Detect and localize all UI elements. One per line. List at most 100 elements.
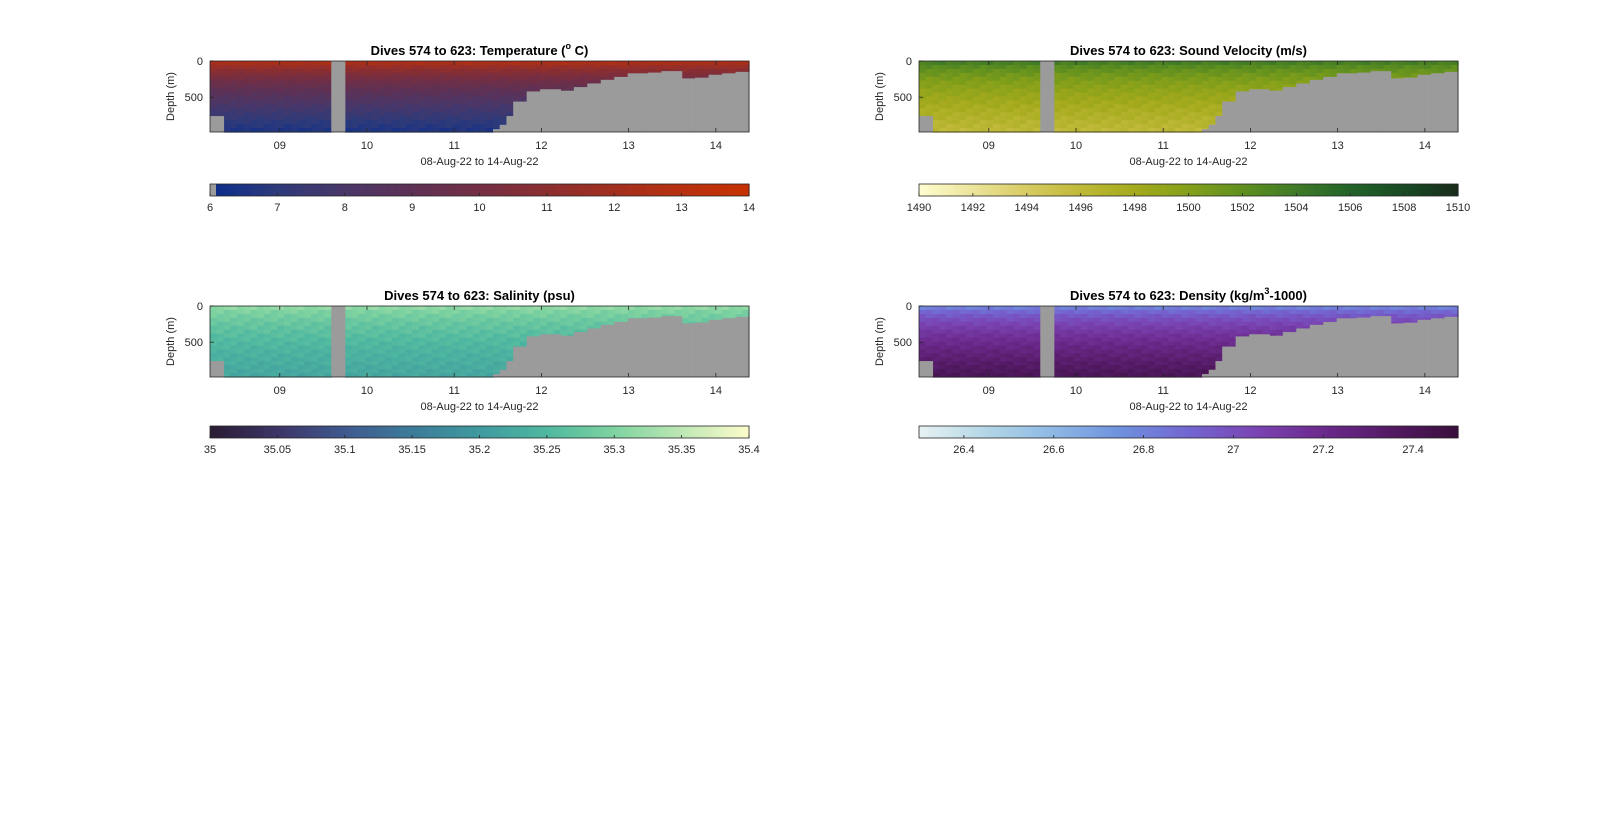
heatmap-cell <box>1188 369 1196 374</box>
heatmap-cell <box>398 361 406 366</box>
colorbar-segment <box>605 426 611 438</box>
heatmap-cell <box>1127 128 1136 133</box>
heatmap-cell <box>486 373 494 378</box>
heatmap-cell <box>1073 92 1082 98</box>
heatmap-cell <box>257 80 265 86</box>
heatmap-cell <box>1289 76 1297 82</box>
no-data-cell <box>641 73 649 132</box>
heatmap-cell <box>391 104 400 109</box>
heatmap-cell <box>715 64 723 70</box>
colorbar-segment <box>1080 426 1086 438</box>
heatmap-cell <box>1235 76 1243 82</box>
heatmap-cell <box>304 325 312 331</box>
heatmap-cell <box>1417 72 1425 76</box>
no-data-cell <box>708 319 716 377</box>
heatmap-cell <box>986 112 994 117</box>
heatmap-cell <box>459 108 467 113</box>
heatmap-cell <box>1154 100 1163 105</box>
heatmap-cell <box>472 333 481 339</box>
heatmap-cell <box>1134 100 1142 105</box>
heatmap-cell <box>999 104 1008 109</box>
heatmap-cell <box>311 68 319 74</box>
heatmap-cell <box>425 61 433 66</box>
heatmap-cell <box>513 341 521 347</box>
heatmap-cell <box>1417 306 1425 311</box>
heatmap-cell <box>1013 309 1021 315</box>
heatmap-cell <box>250 369 258 374</box>
heatmap-cell <box>257 306 265 311</box>
y-axis-label: Depth (m) <box>874 317 886 366</box>
heatmap-cell <box>1188 64 1196 70</box>
colorbar-segment <box>1413 184 1419 196</box>
colorbar-segment <box>555 426 561 438</box>
heatmap-cell <box>1073 337 1082 343</box>
heatmap-cell <box>1242 309 1250 315</box>
colorbar-segment <box>690 426 696 438</box>
heatmap-cell <box>284 313 292 319</box>
heatmap-cell <box>270 92 278 98</box>
heatmap-cell <box>1208 353 1217 358</box>
heatmap-cell <box>486 100 494 105</box>
heatmap-cell <box>270 104 278 109</box>
heatmap-cell <box>1262 306 1270 311</box>
heatmap-cell <box>210 92 218 98</box>
heatmap-cell <box>466 313 474 319</box>
heatmap-cell <box>223 349 231 354</box>
heatmap-cell <box>270 88 278 94</box>
colorbar-tick-label: 35.1 <box>334 444 355 456</box>
heatmap-cell <box>1188 92 1196 98</box>
heatmap-cell <box>945 104 954 109</box>
colorbar-tick-label: 1510 <box>1446 202 1470 214</box>
heatmap-cell <box>966 373 974 378</box>
heatmap-cell <box>979 337 987 343</box>
heatmap-cell <box>439 306 447 311</box>
heatmap-cell <box>492 104 501 109</box>
heatmap-cell <box>526 61 534 66</box>
heatmap-cell <box>1269 84 1277 90</box>
heatmap-cell <box>1060 345 1068 350</box>
heatmap-cell <box>1215 104 1223 109</box>
heatmap-cell <box>1107 96 1115 102</box>
heatmap-cell <box>1067 329 1075 335</box>
colorbar-segment <box>537 184 543 196</box>
heatmap-cell <box>304 64 312 70</box>
heatmap-cell <box>661 68 669 72</box>
heatmap-cell <box>1134 349 1142 354</box>
heatmap-cell <box>364 68 373 74</box>
colorbar-segment <box>322 184 328 196</box>
heatmap-cell <box>1175 68 1183 74</box>
heatmap-cell <box>519 306 528 311</box>
heatmap-cell <box>492 349 501 354</box>
heatmap-cell <box>425 76 433 82</box>
heatmap-cell <box>351 120 359 125</box>
heatmap-cell <box>1208 92 1217 98</box>
heatmap-cell <box>324 128 332 133</box>
heatmap-cell <box>999 96 1008 102</box>
heatmap-cell <box>1114 64 1122 70</box>
heatmap-cell <box>499 365 508 370</box>
heatmap-cell <box>979 88 987 94</box>
heatmap-cell <box>939 337 947 343</box>
colorbar-segment <box>528 426 534 438</box>
heatmap-cell <box>364 84 373 90</box>
heatmap-cell <box>439 353 447 358</box>
heatmap-cell <box>1262 80 1270 86</box>
heatmap-cell <box>519 325 528 331</box>
heatmap-cell <box>1087 306 1095 311</box>
heatmap-cell <box>290 337 299 343</box>
heatmap-cell <box>1201 321 1210 327</box>
heatmap-cell <box>479 112 487 117</box>
axes-frame <box>209 305 750 378</box>
heatmap-cell <box>1316 309 1324 315</box>
heatmap-cell <box>311 124 319 129</box>
heatmap-cell <box>695 313 703 319</box>
no-data-mask <box>210 61 750 132</box>
heatmap-cell <box>425 96 433 102</box>
heatmap-cell <box>1107 61 1115 66</box>
heatmap-cell <box>1107 76 1115 82</box>
heatmap-cell <box>344 80 353 86</box>
heatmap-cell <box>1114 112 1122 117</box>
heatmap-cell <box>728 306 737 311</box>
colorbar-tick-label: 27.4 <box>1402 444 1423 456</box>
colorbar-segment <box>439 426 445 438</box>
